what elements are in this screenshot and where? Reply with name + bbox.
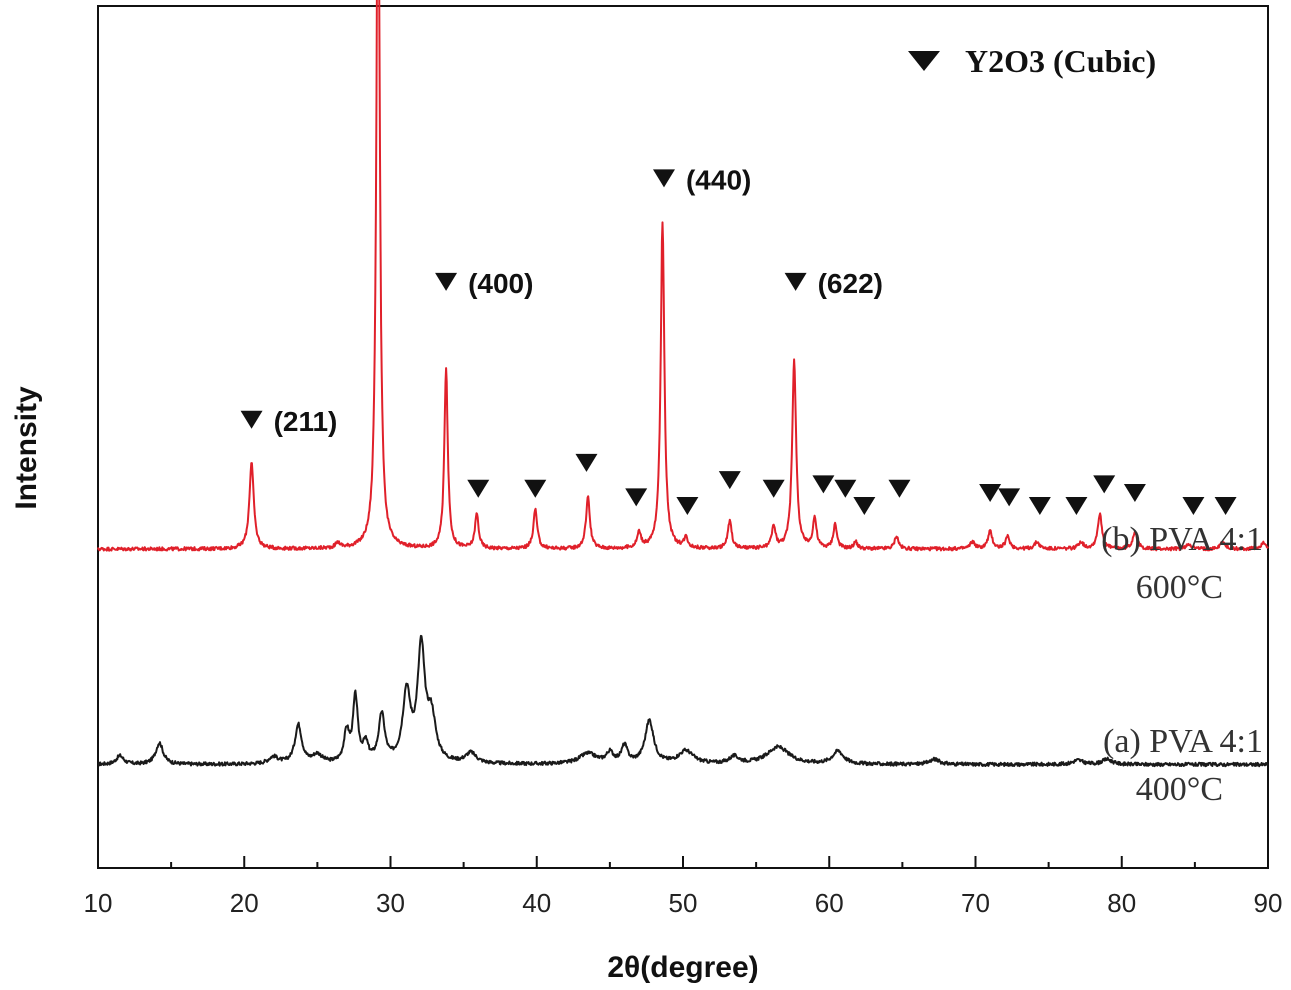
y2o3-peak-marker-icon [1182, 496, 1205, 515]
x-axis-title: 2θ(degree) [607, 951, 758, 984]
series-labels: (a) PVA 4:1 400°C (b) PVA 4:1 600°C [1101, 521, 1263, 808]
y2o3-peak-marker-icon [1214, 496, 1237, 515]
series-group [97, 0, 1269, 768]
y2o3-peak-marker-icon [467, 479, 490, 498]
x-tick-label: 30 [376, 888, 405, 918]
x-tick-label: 70 [961, 888, 990, 918]
x-tick-label: 90 [1254, 888, 1283, 918]
legend: Y2O3 (Cubic) [908, 43, 1156, 79]
peak-markers: (211)(222)(400)(440)(622) [240, 164, 1237, 515]
hkl-label: (211) [274, 406, 338, 437]
series-label-line1: (b) PVA 4:1 [1101, 521, 1263, 558]
y2o3-peak-marker-icon [853, 496, 876, 515]
hkl-label: (400) [468, 268, 533, 299]
y2o3-peak-marker-icon [1028, 496, 1051, 515]
series-line-b [97, 0, 1269, 552]
y2o3-peak-marker-icon [575, 453, 598, 472]
legend-label: Y2O3 (Cubic) [965, 43, 1156, 79]
series-label-line2: 600°C [1136, 569, 1223, 606]
y2o3-peak-marker-icon [812, 475, 835, 494]
series-label-line2: 400°C [1136, 771, 1223, 808]
y2o3-peak-marker-icon [625, 488, 648, 507]
x-tick-label: 60 [815, 888, 844, 918]
y2o3-peak-marker-icon [1123, 484, 1146, 503]
y2o3-peak-marker-icon [784, 272, 807, 291]
y2o3-peak-marker-icon [998, 488, 1021, 507]
x-tick-label: 40 [522, 888, 551, 918]
y2o3-peak-marker-icon [888, 479, 911, 498]
y-axis-title: Intensity [10, 386, 43, 510]
series-label-line1: (a) PVA 4:1 [1103, 723, 1263, 760]
y2o3-peak-marker-icon [762, 479, 785, 498]
y2o3-peak-marker-icon [834, 479, 857, 498]
hkl-label: (622) [818, 268, 883, 299]
y2o3-peak-marker-icon [1093, 475, 1116, 494]
y2o3-peak-marker-icon [435, 272, 458, 291]
series-line-a [97, 634, 1269, 768]
y2o3-peak-marker-icon [676, 496, 699, 515]
hkl-label: (440) [686, 164, 751, 195]
y2o3-peak-marker-icon [979, 484, 1002, 503]
y2o3-peak-marker-icon [524, 479, 547, 498]
y2o3-peak-marker-icon [240, 410, 263, 429]
legend-marker-icon [908, 51, 940, 71]
y2o3-peak-marker-icon [652, 169, 675, 188]
x-tick-label: 20 [230, 888, 259, 918]
x-tick-label: 80 [1107, 888, 1136, 918]
x-tick-label: 10 [84, 888, 113, 918]
y2o3-peak-marker-icon [1065, 496, 1088, 515]
x-ticks: 10 20 30 40 50 60 70 80 90 [84, 856, 1283, 918]
y2o3-peak-marker-icon [718, 471, 741, 490]
plot-frame [97, 5, 1269, 869]
x-tick-label: 50 [669, 888, 698, 918]
